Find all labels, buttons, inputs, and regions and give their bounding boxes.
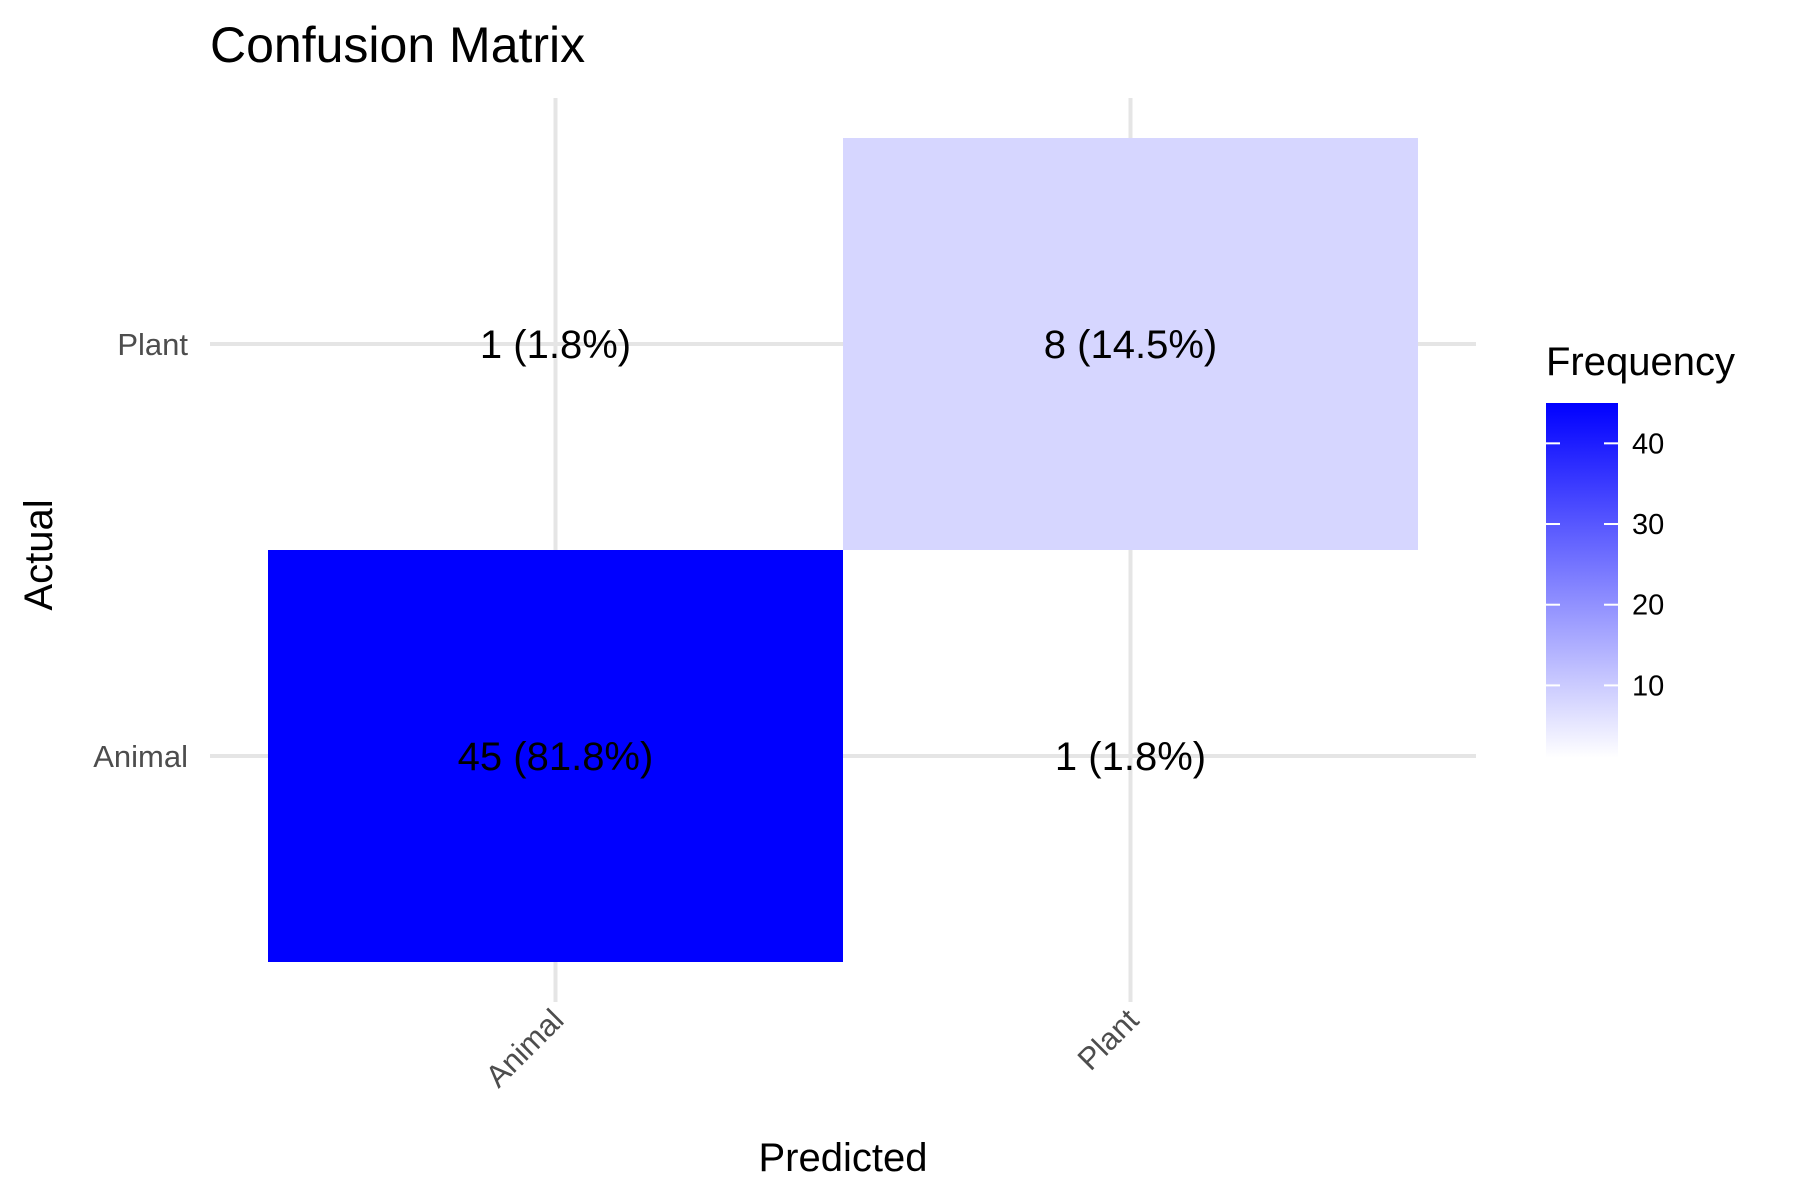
cell-label-plant-plant: 8 (14.5%) <box>1044 323 1217 367</box>
chart-title: Confusion Matrix <box>210 17 585 73</box>
cell-plant-plant <box>843 138 1418 550</box>
x-axis-title: Predicted <box>759 1136 928 1180</box>
legend-ticks: 10 20 30 40 <box>1546 428 1664 702</box>
y-axis-title: Actual <box>17 499 61 610</box>
legend-tick-label-10: 10 <box>1632 670 1664 702</box>
cell-animal-animal <box>268 550 843 962</box>
y-tick-plant: Plant <box>117 327 188 362</box>
legend-colorbar <box>1546 403 1618 758</box>
legend-tick-label-20: 20 <box>1632 590 1664 622</box>
x-tick-animal: Animal <box>479 1002 571 1094</box>
y-tick-animal: Animal <box>93 739 188 774</box>
legend-tick-label-30: 30 <box>1632 509 1664 541</box>
legend-tick-label-40: 40 <box>1632 428 1664 460</box>
heatmap-cells <box>268 138 1418 962</box>
x-tick-plant: Plant <box>1071 1002 1146 1077</box>
cell-label-animal-plant: 1 (1.8%) <box>1055 735 1206 779</box>
cell-labels: 45 (81.8%) 1 (1.8%) 1 (1.8%) 8 (14.5%) <box>458 323 1218 779</box>
cell-label-animal-animal: 45 (81.8%) <box>458 735 654 779</box>
x-axis-ticks: Animal Plant <box>479 1002 1146 1094</box>
legend-title: Frequency <box>1546 340 1735 384</box>
legend: Frequency 10 20 30 40 <box>1546 340 1735 758</box>
cell-label-plant-animal: 1 (1.8%) <box>480 323 631 367</box>
y-axis-ticks: Animal Plant <box>93 327 188 774</box>
